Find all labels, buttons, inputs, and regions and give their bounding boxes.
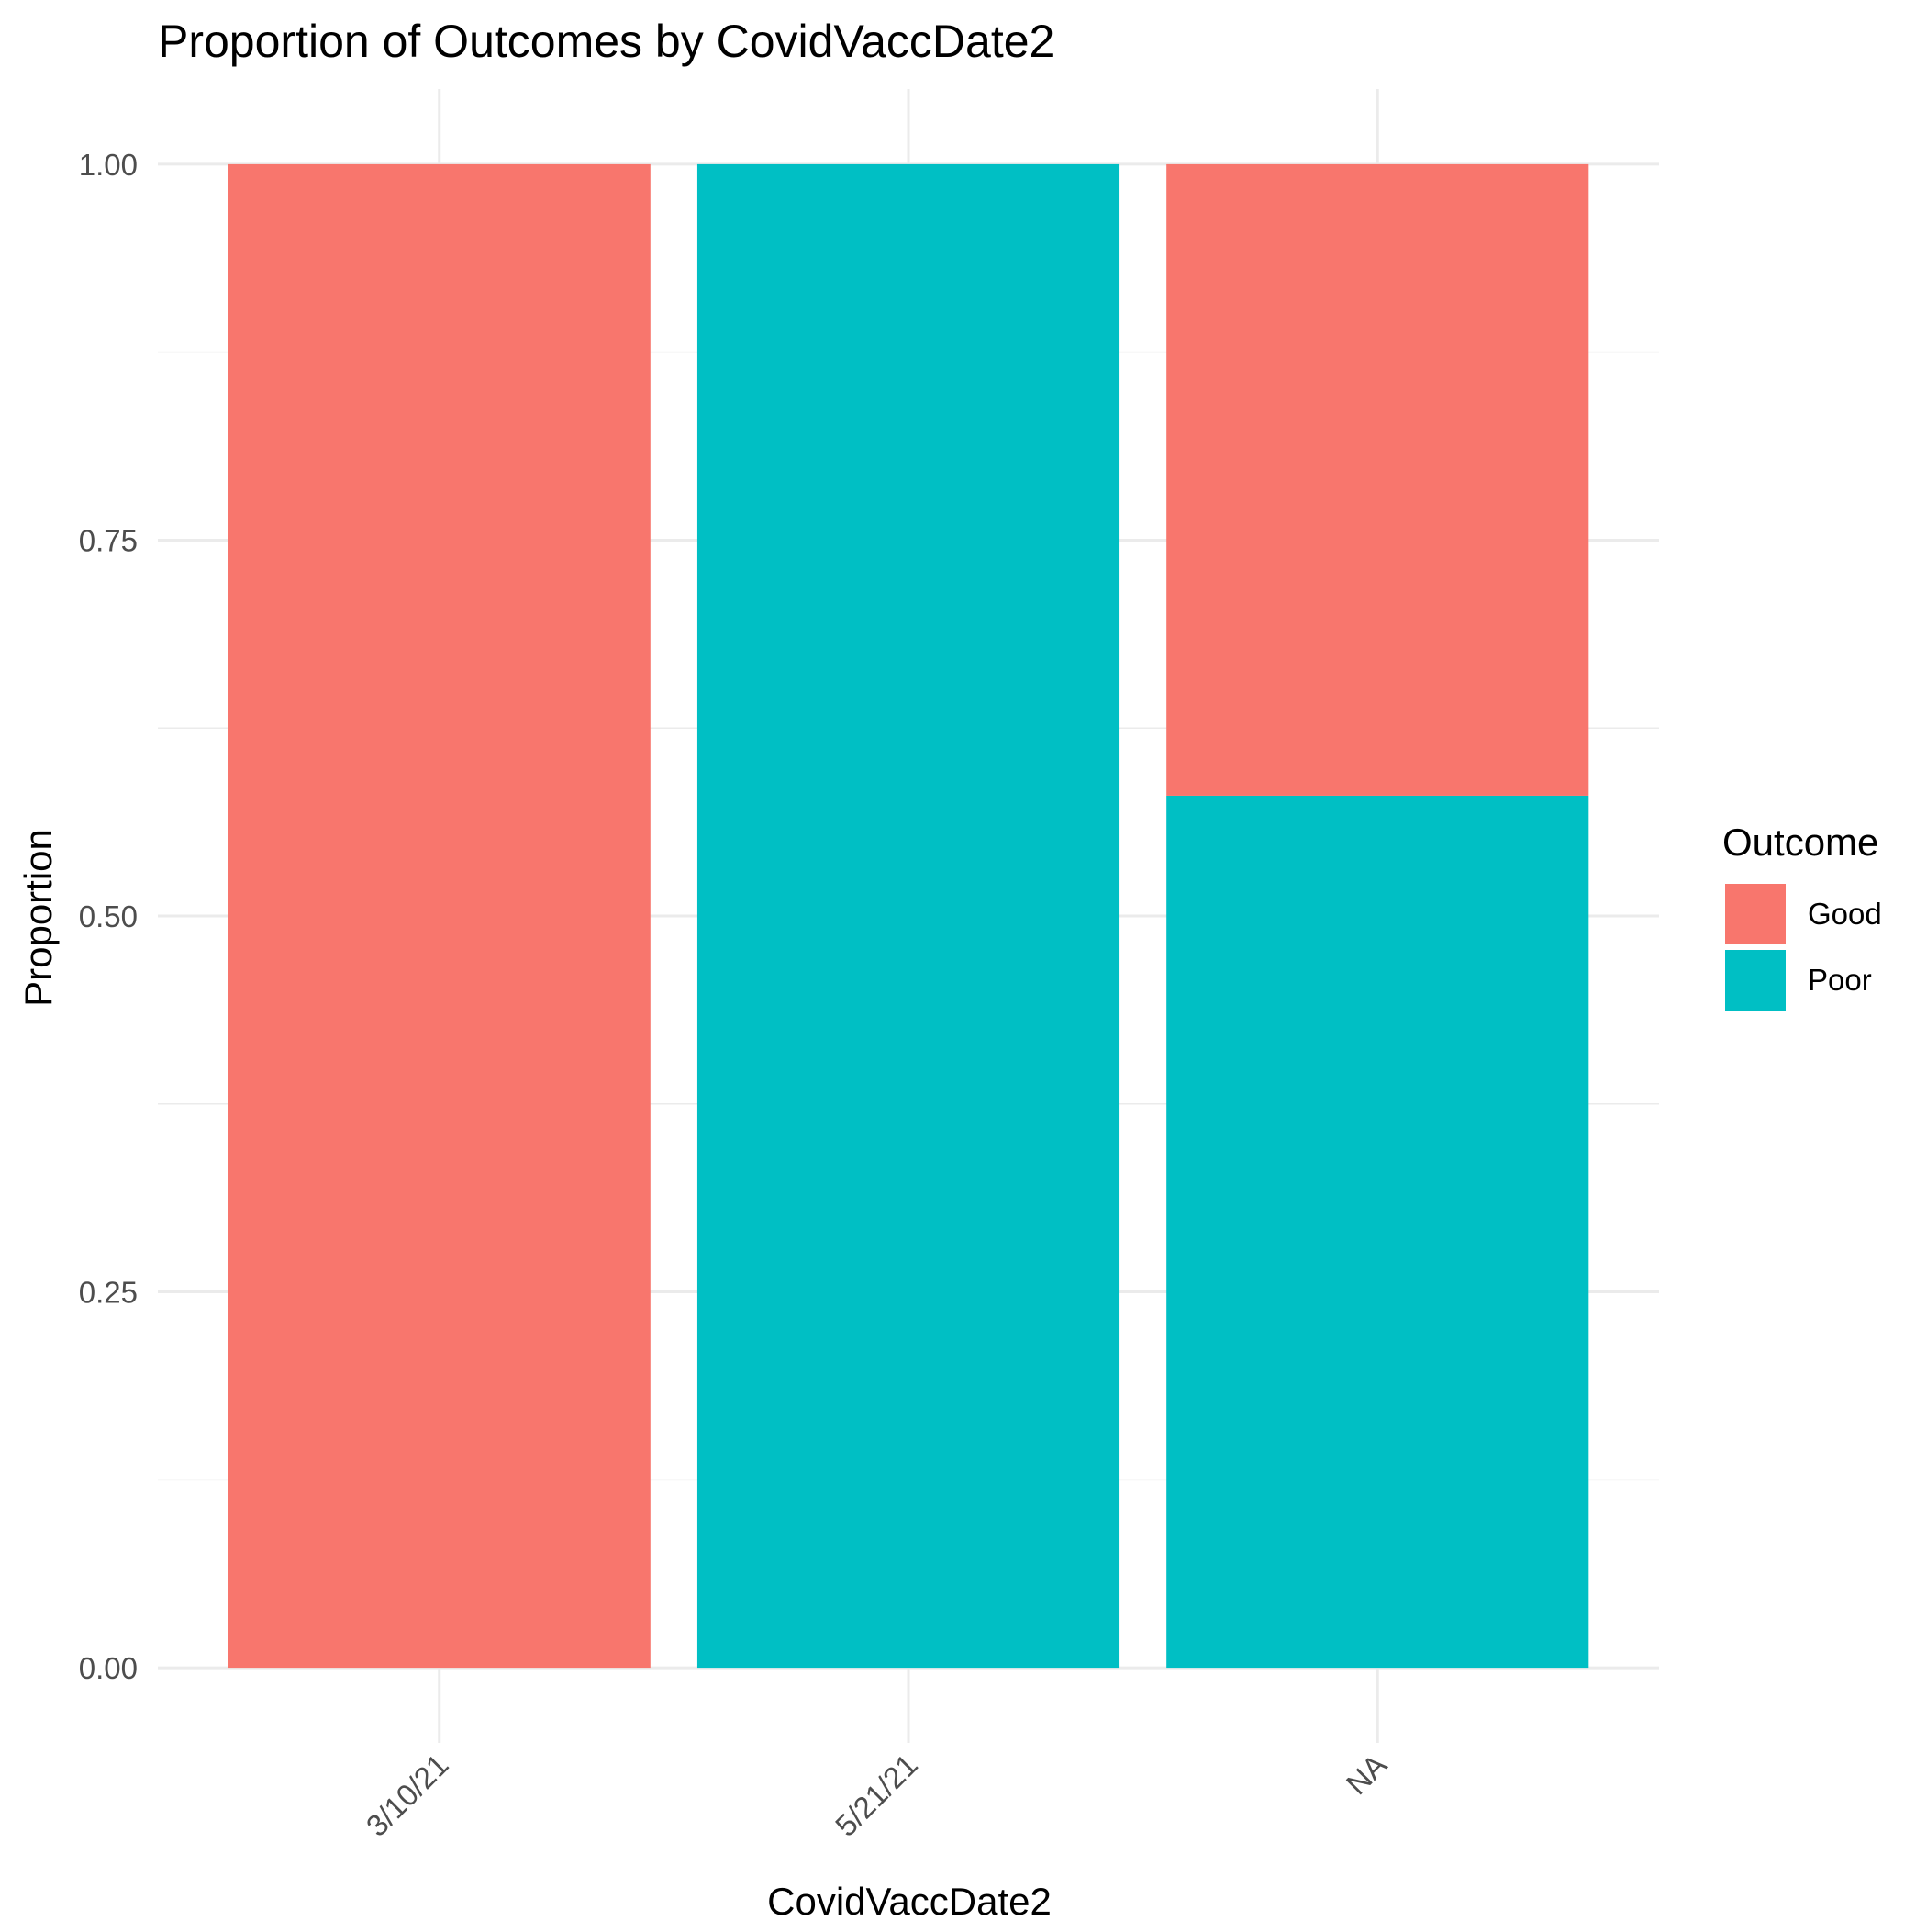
y-tick-label: 0.25 <box>79 1276 138 1310</box>
x-tick-label: 5/21/21 <box>829 1748 924 1843</box>
chart-title: Proportion of Outcomes by CovidVaccDate2 <box>158 16 1054 67</box>
legend-label-good: Good <box>1808 897 1882 931</box>
legend: Outcome Good Poor <box>1722 821 1882 1011</box>
legend-label-poor: Poor <box>1808 963 1872 997</box>
y-tick-label: 1.00 <box>79 148 138 182</box>
y-tick-label: 0.75 <box>79 523 138 557</box>
bar-good-NA <box>1166 163 1589 796</box>
legend-key-good <box>1725 884 1786 944</box>
bar-good-3-10-21 <box>228 163 651 1669</box>
legend-key-poor <box>1725 950 1786 1011</box>
x-tick-label: 3/10/21 <box>360 1748 455 1843</box>
legend-title: Outcome <box>1722 821 1878 864</box>
y-tick-label: 0.50 <box>79 899 138 933</box>
y-axis-title: Proportion <box>17 829 60 1007</box>
bar-poor-NA <box>1166 795 1589 1669</box>
bar-layer <box>228 163 1589 1669</box>
y-tick-label: 0.00 <box>79 1651 138 1685</box>
x-axis-title: CovidVaccDate2 <box>767 1880 1052 1923</box>
bar-poor-5-21-21 <box>696 163 1120 1669</box>
x-tick-label: NA <box>1340 1748 1394 1802</box>
